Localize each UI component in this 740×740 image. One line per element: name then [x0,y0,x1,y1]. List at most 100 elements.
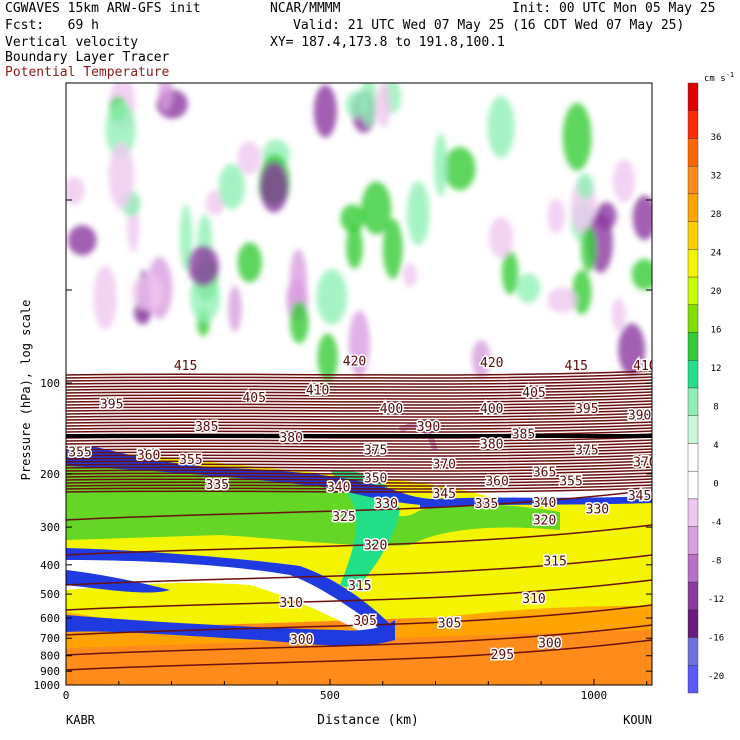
isentrope-label: 365 [533,466,556,481]
wave-cell [158,83,173,112]
isentrope [66,472,652,478]
isentrope [66,427,652,433]
isentrope [66,391,652,397]
wave-cell [228,285,242,332]
isentrope-label: 415 [565,359,588,374]
y-tick-label: 200 [40,468,60,481]
colorbar-tick-label: 4 [713,441,718,451]
wave-cell [108,142,134,209]
isentrope-label: 305 [438,616,461,631]
isentrope [66,370,652,376]
isentrope [66,412,652,418]
wave-cell [516,273,541,304]
colorbar-swatch [687,82,699,111]
colorbar-swatch [687,470,699,500]
isentrope-label: 375 [575,443,598,458]
isentrope-label: 420 [343,355,366,370]
wave-cell [132,274,164,311]
isentrope-label: 295 [491,648,514,663]
isentrope-lines [66,370,652,671]
isentrope-label: 325 [332,510,355,525]
wave-cell [611,298,626,332]
isentrope-label: 395 [575,402,598,417]
colorbar-swatch [687,304,699,333]
isentrope-label: 320 [364,538,387,553]
colorbar-swatch [687,221,699,250]
isentrope [66,466,652,472]
field-potential-temperature: Potential Temperature [5,65,170,80]
wave-cell [317,333,338,382]
isentrope [66,415,652,421]
isentrope [66,373,652,379]
isentrope-label: 355 [68,446,91,461]
isentrope [66,524,652,556]
x-tick-label: 1000 [581,689,608,702]
colorbar-swatch [687,554,699,583]
x-tick-label: 0 [63,689,70,702]
isentrope-label: 335 [206,478,229,493]
colorbar-tick-label: -4 [711,518,722,528]
colorbar-swatch [687,249,699,278]
isentrope [66,379,652,385]
colorbar-swatch [687,193,699,222]
wave-cell [237,141,261,175]
field-vertical-velocity: Vertical velocity [5,35,139,50]
x-endpoint-right: KOUN [623,713,652,727]
wave-cell [487,96,515,158]
forecast-hour: Fcst: 69 h [5,18,99,33]
wave-cell [179,204,193,271]
isentrope [66,484,652,490]
colorbar-tick-label: -8 [711,557,722,567]
y-tick-label: 900 [40,665,60,678]
org-label: NCAR/MMMM [270,1,341,16]
wave-cell [471,339,491,379]
isentrope-label: 350 [364,471,387,486]
isentrope [66,421,652,427]
colorbar-swatch [687,609,699,638]
isentrope [66,624,652,656]
isentrope-label: 315 [543,555,566,570]
isentrope-label: 355 [559,475,582,490]
isentrope [66,639,652,671]
isentrope [66,406,652,412]
wave-cell [105,101,136,159]
init-time: Init: 00 UTC Mon 05 May 25 [512,1,716,16]
colorbar-swatch [687,665,699,694]
isentrope-label: 370 [633,455,656,470]
isentrope-label: 400 [380,402,403,417]
wave-cell [66,176,85,205]
y-tick-label: 700 [40,632,60,645]
colorbar-swatch [687,526,699,555]
isentrope-label: 360 [137,449,160,464]
isentrope [66,388,652,394]
wave-cell [631,258,652,291]
isentrope-label: 300 [290,633,313,648]
isentrope-label: 380 [279,431,302,446]
colorbar-swatch [687,581,699,611]
wave-cell [618,323,646,376]
wave-cell [237,242,262,283]
colorbar-tick-label: 12 [711,364,722,374]
colorbar-swatch [687,498,699,527]
wave-cell [501,250,519,295]
x-axis-label: Distance (km) [317,713,419,728]
wave-cell [218,163,246,210]
y-tick-label: 300 [40,521,60,534]
colorbar-swatch [687,443,699,472]
isentrope-label: 310 [522,592,545,607]
colorbar-swatch [687,110,699,139]
isentrope-label: 330 [374,497,397,512]
isentrope-label: 310 [279,596,302,611]
isentrope [66,451,652,457]
isentrope [66,489,652,521]
isentrope-label: 395 [100,398,123,413]
wave-cell [289,301,309,344]
isentrope-label: 405 [522,386,545,401]
isentrope-label: 385 [195,420,218,435]
y-tick-label: 400 [40,559,60,572]
isentrope [66,475,652,481]
wave-cell [187,245,219,287]
cross-section-endpoints: XY= 187.4,173.8 to 191.8,100.1 [270,35,505,50]
isentrope-label: 340 [533,496,556,511]
